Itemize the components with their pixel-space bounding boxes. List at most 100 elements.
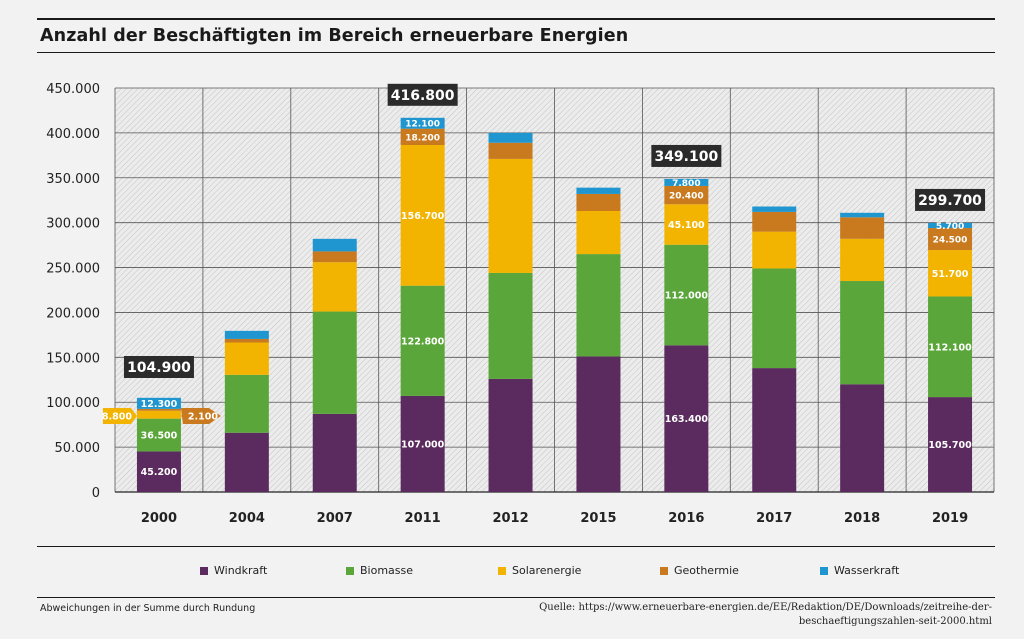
bar-segment-solarenergie [752, 231, 797, 269]
legend-swatch [660, 566, 668, 575]
x-tick-label: 2018 [844, 511, 880, 526]
total-box [915, 188, 986, 211]
y-tick-label: 250.000 [46, 262, 100, 277]
bar-segment-biomasse [488, 272, 533, 379]
x-tick-label: 2016 [668, 511, 704, 526]
data-label: 18.200 [405, 133, 440, 143]
data-label: 163.400 [665, 414, 709, 425]
data-label: 24.500 [933, 236, 968, 246]
bar-segment-windkraft [312, 413, 357, 492]
legend-label: Windkraft [214, 564, 268, 577]
callout-pointer [180, 410, 187, 422]
bar-segment-wasserkraft [136, 397, 181, 409]
footer-rule [37, 597, 995, 598]
bar-segment-wasserkraft [664, 178, 709, 186]
bar-segment-windkraft [136, 451, 181, 492]
bar-segment-wasserkraft [928, 222, 973, 229]
total-label: 416.800 [391, 88, 455, 104]
source-note: Quelle: https://www.erneuerbare-energien… [472, 601, 992, 629]
bar-segment-biomasse [312, 311, 357, 414]
data-label: 45.200 [141, 467, 178, 478]
y-tick-label: 300.000 [46, 217, 100, 232]
title-rule [37, 52, 995, 53]
total-box [123, 356, 194, 378]
bar-segment-geothermie [576, 193, 621, 211]
data-label: 51.700 [932, 269, 969, 280]
x-tick-label: 2017 [756, 511, 792, 526]
x-tick-label: 2007 [317, 511, 353, 526]
bar-segment-windkraft [664, 345, 709, 492]
bar-segment-biomasse [576, 254, 621, 357]
bar-segment-wasserkraft [488, 132, 533, 143]
bar-segment-windkraft [224, 432, 269, 492]
bar-segment-windkraft [840, 384, 885, 492]
legend-label: Wasserkraft [834, 564, 900, 577]
data-label: 107.000 [401, 439, 445, 450]
data-label: 45.100 [668, 220, 705, 231]
legend-swatch [346, 566, 354, 575]
bar-segment-wasserkraft [224, 330, 269, 339]
legend-item-windkraft: Windkraft [200, 564, 267, 577]
y-tick-label: 0 [92, 486, 100, 501]
chart-title: Anzahl der Beschäftigten im Bereich erne… [40, 26, 629, 46]
data-label: 12.300 [141, 399, 178, 410]
x-tick-label: 2011 [405, 511, 441, 526]
y-tick-label: 200.000 [46, 306, 100, 321]
legend-label: Biomasse [360, 564, 414, 577]
bar-segment-solarenergie [840, 238, 885, 282]
total-box [651, 144, 722, 167]
x-tick-label: 2012 [492, 511, 528, 526]
bar-segment-wasserkraft [400, 117, 445, 129]
bar-segment-geothermie [752, 211, 797, 232]
bar-segment-solarenergie [488, 158, 533, 273]
bar-segment-biomasse [136, 418, 181, 452]
bar-segment-wasserkraft [576, 187, 621, 194]
bar-segment-biomasse [840, 281, 885, 385]
bar-segment-solarenergie [664, 204, 709, 245]
legend-item-geothermie: Geothermie [660, 564, 739, 577]
bar-segment-biomasse [928, 296, 973, 398]
callout-solar [102, 408, 137, 424]
total-label: 349.100 [654, 149, 718, 165]
x-tick-label: 2004 [229, 511, 265, 526]
data-label: 112.000 [665, 291, 709, 302]
data-label: 36.500 [141, 431, 178, 442]
bar-segment-geothermie [136, 408, 181, 411]
data-label: 112.100 [928, 342, 972, 353]
legend-swatch [820, 566, 828, 575]
y-tick-label: 50.000 [55, 441, 101, 456]
legend-label: Solarenergie [512, 564, 582, 577]
legend-item-solarenergie: Solarenergie [498, 564, 581, 577]
bar-segment-geothermie [312, 251, 357, 263]
y-tick-label: 400.000 [46, 127, 100, 142]
bar-segment-solarenergie [576, 210, 621, 255]
bar-segment-biomasse [752, 268, 797, 369]
data-label: 12.100 [405, 120, 440, 130]
x-tick-label: 2000 [141, 511, 177, 526]
data-label: 5.700 [936, 222, 964, 232]
legend-item-wasserkraft: Wasserkraft [820, 564, 899, 577]
y-tick-label: 100.000 [46, 396, 100, 411]
x-tick-label: 2015 [580, 511, 616, 526]
data-label: 20.400 [669, 192, 704, 202]
total-label: 104.900 [127, 360, 191, 376]
y-tick-label: 350.000 [46, 172, 100, 187]
legend-swatch [200, 566, 208, 575]
bar-segment-solarenergie [312, 262, 357, 312]
bar-segment-biomasse [224, 374, 269, 433]
bar-segment-solarenergie [400, 145, 445, 286]
x-tick-label: 2019 [932, 511, 968, 526]
bar-segment-geothermie [224, 338, 269, 343]
data-label: 7.800 [672, 179, 700, 189]
bar-segment-geothermie [928, 228, 973, 251]
legend-top-rule [37, 546, 995, 547]
bar-segment-wasserkraft [752, 206, 797, 212]
legend-item-biomasse: Biomasse [346, 564, 413, 577]
bar-segment-geothermie [400, 128, 445, 146]
top-rule [37, 18, 995, 20]
source-line-1: Quelle: https://www.erneuerbare-energien… [539, 602, 992, 613]
bar-segment-windkraft [752, 368, 797, 492]
source-line-2: beschaeftigungszahlen-seit-2000.html [798, 616, 992, 627]
